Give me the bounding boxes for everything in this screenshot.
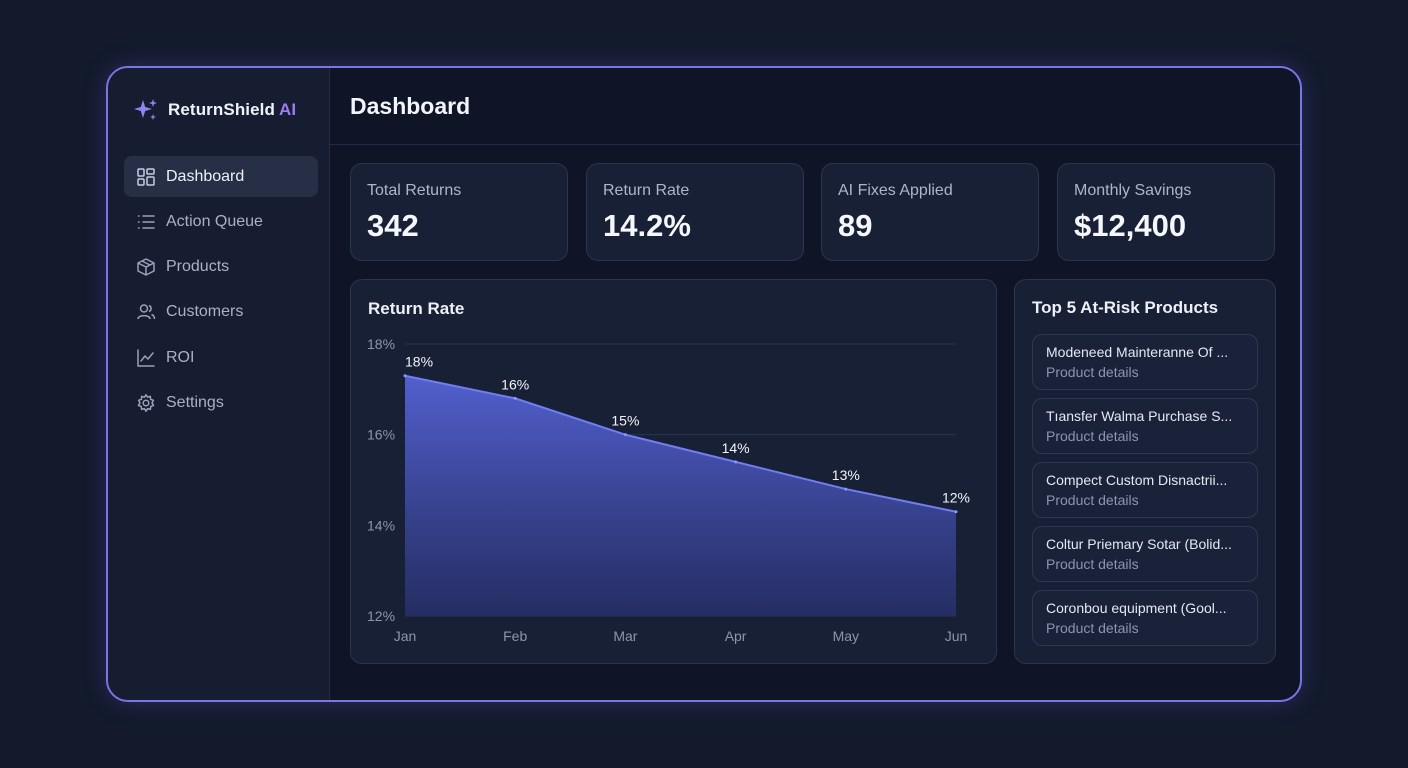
x-tick-label: May: [833, 628, 859, 644]
data-label: 16%: [501, 376, 529, 392]
app-window: ReturnShield AI Dashboard Action Queue Pr…: [106, 66, 1302, 702]
data-label: 15%: [611, 413, 639, 429]
data-point: [954, 510, 958, 514]
data-point: [734, 460, 738, 464]
product-item[interactable]: Compect Custom Disnactrii... Product det…: [1032, 462, 1258, 518]
return-rate-chart: 18% 16% 14% 12% 18% 16% 15% 14% 13% 12% Jan Feb Mar A…: [367, 336, 970, 644]
kpi-value: $12,400: [1074, 208, 1187, 243]
data-label: 18%: [405, 354, 433, 370]
sidebar-item-label: Customers: [166, 303, 244, 321]
x-tick-label: Mar: [613, 628, 637, 644]
y-tick-label: 18%: [367, 336, 395, 352]
data-point: [623, 433, 627, 437]
kpi-value: 14.2%: [603, 208, 691, 243]
data-point: [513, 396, 517, 400]
grid-icon: [137, 167, 155, 186]
main-content: Dashboard Total Returns 342 Return Rate …: [330, 68, 1300, 700]
sidebar-item-label: Settings: [166, 393, 224, 411]
sidebar-item-customers[interactable]: Customers: [124, 292, 318, 333]
sidebar-item-action-queue[interactable]: Action Queue: [124, 201, 318, 242]
product-details: Product details: [1046, 620, 1139, 636]
kpi-card-ai-fixes[interactable]: AI Fixes Applied 89: [821, 163, 1039, 261]
kpi-value: 89: [838, 208, 873, 243]
sparkles-icon: [134, 99, 157, 120]
kpi-card-monthly-savings[interactable]: Monthly Savings $12,400: [1057, 163, 1275, 261]
sidebar: ReturnShield AI Dashboard Action Queue Pr…: [108, 68, 330, 700]
page-title: Dashboard: [350, 92, 471, 119]
x-tick-label: Feb: [503, 628, 527, 644]
sidebar-item-label: Dashboard: [166, 167, 245, 185]
sidebar-item-label: ROI: [166, 348, 195, 366]
panel-title: Top 5 At-Risk Products: [1032, 298, 1219, 317]
data-point: [844, 487, 848, 491]
product-item[interactable]: Modeneed Mainteranne Of ... Product deta…: [1032, 334, 1258, 390]
return-rate-chart-card: 18% 16% 14% 12% 18% 16% 15% 14% 13% 12% Jan Feb Mar A…: [350, 279, 997, 664]
product-name: Coronbou equipment (Gool...: [1046, 600, 1227, 616]
product-name: Tıansfer Walma Purchase S...: [1046, 408, 1233, 424]
series-line: [404, 374, 957, 513]
product-item[interactable]: Coronbou equipment (Gool... Product deta…: [1032, 590, 1258, 646]
sidebar-item-label: Products: [166, 258, 230, 276]
product-item[interactable]: Coltur Priemary Sotar (Bolid... Product …: [1032, 526, 1258, 582]
product-details: Product details: [1046, 428, 1139, 444]
kpi-label: AI Fixes Applied: [838, 182, 953, 199]
users-icon: [137, 304, 156, 320]
gear-icon: [137, 394, 155, 412]
at-risk-products-panel: Top 5 At-Risk Products Modeneed Maintera…: [1014, 279, 1276, 664]
box-icon: [137, 258, 155, 276]
kpi-label: Total Returns: [367, 182, 462, 199]
data-label: 13%: [832, 467, 860, 483]
sidebar-nav: Dashboard Action Queue Products Customer…: [124, 156, 318, 428]
page-header: Dashboard: [330, 68, 1300, 145]
brand-name: ReturnShield AI: [168, 100, 297, 119]
y-tick-label: 12%: [367, 608, 395, 624]
kpi-card-return-rate[interactable]: Return Rate 14.2%: [586, 163, 804, 261]
chart-title: Return Rate: [368, 299, 465, 318]
sidebar-item-dashboard[interactable]: Dashboard: [124, 156, 318, 197]
data-label: 12%: [942, 490, 970, 506]
kpi-value: 342: [367, 208, 419, 243]
sidebar-item-settings[interactable]: Settings: [124, 382, 318, 423]
y-tick-label: 14%: [367, 517, 395, 533]
product-details: Product details: [1046, 364, 1139, 380]
brand[interactable]: ReturnShield AI: [132, 96, 296, 124]
kpi-card-total-returns[interactable]: Total Returns 342: [350, 163, 568, 261]
sidebar-item-products[interactable]: Products: [124, 247, 318, 288]
trend-icon: [137, 348, 155, 367]
sidebar-item-roi[interactable]: ROI: [124, 337, 318, 378]
product-name: Compect Custom Disnactrii...: [1046, 472, 1228, 488]
area-fill: [405, 375, 956, 616]
product-item[interactable]: Tıansfer Walma Purchase S... Product det…: [1032, 398, 1258, 454]
product-details: Product details: [1046, 556, 1139, 572]
data-label: 14%: [722, 440, 750, 456]
data-point: [403, 374, 407, 378]
x-tick-label: Jun: [945, 628, 968, 644]
x-tick-label: Apr: [725, 628, 747, 644]
x-tick-label: Jan: [394, 628, 417, 644]
product-details: Product details: [1046, 492, 1139, 508]
kpi-label: Monthly Savings: [1074, 182, 1192, 199]
product-name: Coltur Priemary Sotar (Bolid...: [1046, 536, 1232, 552]
list-icon: [137, 215, 155, 229]
kpi-label: Return Rate: [603, 182, 690, 199]
sidebar-item-label: Action Queue: [166, 212, 263, 230]
y-tick-label: 16%: [367, 427, 395, 443]
product-name: Modeneed Mainteranne Of ...: [1046, 344, 1229, 360]
